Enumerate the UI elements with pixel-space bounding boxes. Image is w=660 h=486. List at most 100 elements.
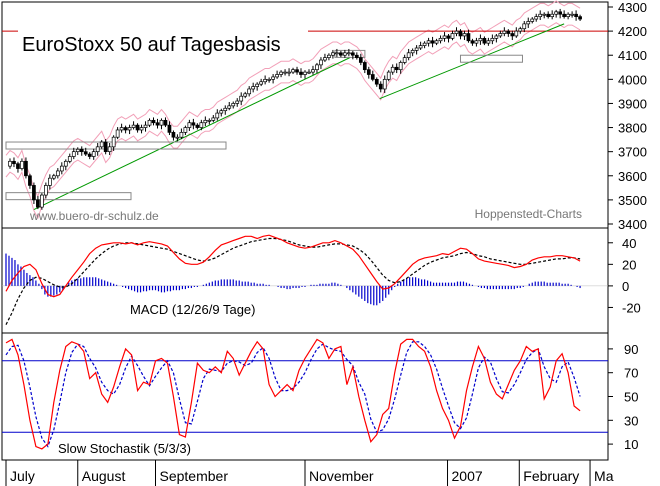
candle-body — [566, 13, 570, 17]
candle-body — [16, 163, 20, 169]
candle-body — [147, 119, 152, 126]
candle-body — [414, 47, 419, 51]
macd-label: MACD (12/26/9 Tage) — [130, 302, 256, 317]
candle-body — [171, 132, 176, 138]
candle-body — [323, 57, 327, 61]
candle-body — [99, 141, 104, 148]
candle-body — [430, 40, 435, 44]
macd-label-background — [126, 298, 294, 318]
month-label: 2007 — [452, 468, 483, 484]
candle-body — [135, 124, 140, 131]
month-label: February — [523, 468, 579, 484]
candle-body — [231, 103, 236, 107]
candle-body — [378, 83, 383, 90]
month-label: November — [309, 468, 374, 484]
candle-body — [267, 78, 271, 81]
candle-body — [554, 11, 559, 15]
candle-body — [422, 42, 427, 46]
candle-body — [474, 40, 479, 44]
candle-body — [219, 110, 224, 114]
trendline-secondary — [379, 23, 565, 100]
candle-body — [450, 33, 455, 39]
candle-body — [434, 40, 439, 44]
stoch-tick-label: 90 — [624, 342, 638, 357]
candle-body — [59, 165, 64, 172]
title-background — [18, 28, 308, 56]
candle-body — [167, 124, 172, 133]
candle-body — [335, 52, 339, 55]
candle-body — [183, 127, 188, 133]
stoch-line-pct-k — [5, 338, 581, 450]
candle-body — [410, 50, 415, 54]
candle-body — [175, 136, 180, 139]
candle-body — [223, 107, 228, 112]
candle-body — [478, 37, 483, 42]
candle-body — [79, 148, 84, 153]
candle-body — [67, 156, 72, 162]
candle-body — [287, 71, 291, 74]
price-tick-label: 4200 — [618, 24, 647, 39]
candle-body — [8, 160, 12, 167]
candle-body — [32, 185, 36, 201]
candle-body — [115, 129, 120, 138]
candle-body — [87, 153, 92, 157]
candle-body — [259, 81, 263, 85]
candle-body — [398, 62, 403, 71]
macd-line-macd — [5, 234, 581, 298]
zone-box-right — [459, 54, 523, 63]
candle-body — [390, 66, 395, 73]
candle-body — [486, 40, 491, 44]
stoch-line-pct-d — [5, 341, 581, 448]
candle-body — [470, 40, 475, 44]
candle-body — [235, 100, 240, 104]
candle-body — [95, 146, 100, 153]
macd-tick-label: -20 — [622, 300, 641, 315]
candle-body — [123, 127, 128, 131]
candle-body — [347, 52, 351, 55]
candle-body — [91, 151, 96, 157]
price-tick-label: 3600 — [618, 169, 647, 184]
candle-body — [207, 119, 212, 122]
candle-body — [494, 35, 499, 39]
candle-body — [263, 78, 267, 83]
candle-body — [127, 127, 132, 131]
candle-body — [358, 57, 363, 63]
candle-body — [339, 52, 343, 56]
candle-body — [195, 124, 200, 128]
trendline-main — [33, 57, 351, 210]
stoch-label-background — [55, 438, 225, 457]
candle-body — [542, 13, 547, 16]
envelope-band-lower — [5, 22, 581, 220]
price-tick-label: 3500 — [618, 193, 647, 208]
candle-body — [44, 185, 48, 196]
price-tick-label: 3700 — [618, 145, 647, 160]
price-tick-label: 4000 — [618, 72, 647, 87]
candle-body — [331, 52, 335, 56]
candle-body — [490, 37, 495, 42]
candle-body — [518, 28, 523, 32]
candle-body — [227, 105, 232, 109]
macd-line-signal — [5, 237, 581, 325]
candle-body — [283, 71, 287, 74]
candle-body — [454, 30, 459, 34]
price-tick-label: 3400 — [618, 217, 647, 232]
candle-body — [406, 52, 411, 58]
candle-body — [562, 13, 566, 17]
zone-box-mid — [334, 49, 366, 58]
candle-body — [12, 160, 16, 165]
month-label: September — [160, 468, 229, 484]
candle-body — [506, 30, 511, 34]
price-tick-label: 4300 — [618, 0, 647, 15]
candle-body — [111, 136, 116, 148]
candle-body — [370, 74, 375, 80]
candle-body — [143, 124, 148, 128]
candle-body — [75, 148, 80, 153]
candle-body — [131, 124, 136, 128]
candle-body — [299, 71, 303, 75]
candle-body — [71, 151, 76, 157]
candle-body — [550, 13, 555, 17]
candle-body — [291, 69, 295, 73]
candle-body — [374, 78, 379, 85]
candle-body — [159, 119, 164, 126]
